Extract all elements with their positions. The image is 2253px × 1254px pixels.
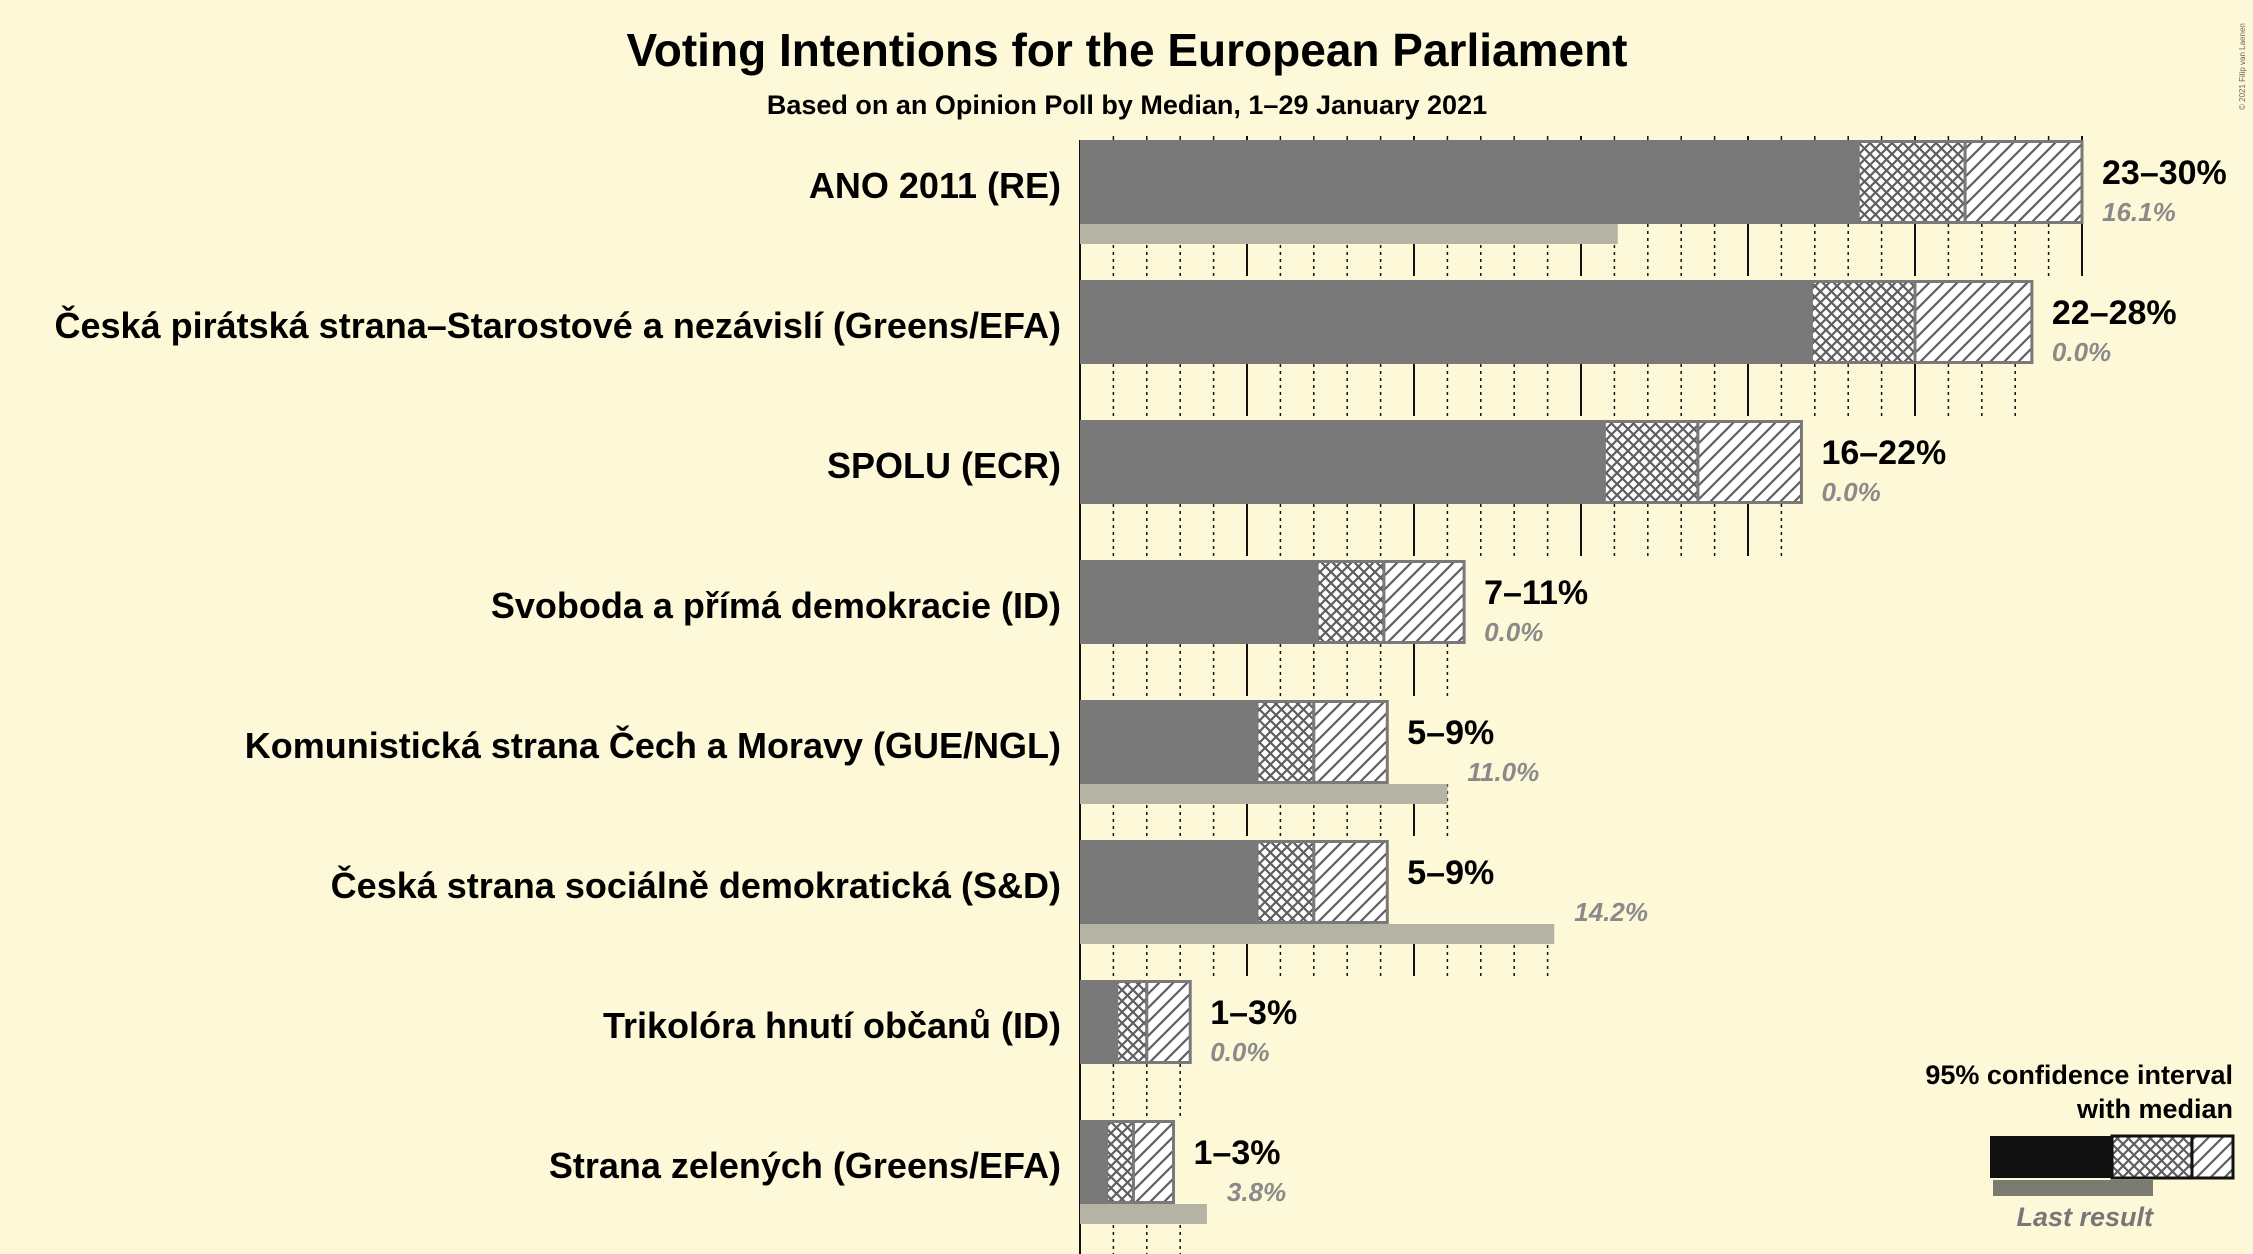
party-name: ANO 2011 (RE): [809, 165, 1061, 206]
chart-subtitle: Based on an Opinion Poll by Median, 1–29…: [767, 90, 1487, 120]
party-row: ANO 2011 (RE) 23–30% 16.1%: [809, 140, 2227, 244]
legend-bar-solid: [1990, 1136, 2112, 1178]
solid-bar: [1080, 140, 1859, 224]
solid-bar: [1080, 1120, 1107, 1204]
solid-bar: [1080, 980, 1117, 1064]
last-result-bar: [1080, 224, 1618, 244]
legend: 95% confidence interval with median Last…: [1925, 1060, 2235, 1232]
legend-last-result-bar: [1993, 1180, 2153, 1196]
ci-upper-bar: [1963, 140, 2084, 224]
last-result-label: 0.0%: [2052, 337, 2111, 367]
range-label: 16–22%: [1821, 434, 1946, 472]
party-row: Strana zelených (Greens/EFA) 1–3% 3.8%: [549, 1120, 1286, 1224]
last-result-bar: [1080, 784, 1448, 804]
legend-bar-diag: [2190, 1134, 2235, 1180]
legend-title-line1: 95% confidence interval: [1925, 1060, 2233, 1090]
ci-lower-bar: [1115, 980, 1149, 1064]
range-label: 1–3%: [1194, 1134, 1281, 1172]
party-name: SPOLU (ECR): [827, 445, 1061, 486]
ci-lower-bar: [1315, 560, 1386, 644]
party-row: Komunistická strana Čech a Moravy (GUE/N…: [245, 700, 1539, 804]
last-result-label: 11.0%: [1467, 757, 1539, 787]
solid-bar: [1080, 560, 1318, 644]
party-rows: ANO 2011 (RE) 23–30% 16.1% Česká pirátská s…: [55, 140, 2227, 1224]
ci-lower-bar: [1255, 700, 1316, 784]
last-result-label: 14.2%: [1574, 897, 1648, 927]
party-name: Komunistická strana Čech a Moravy (GUE/N…: [245, 724, 1061, 766]
ci-upper-bar: [1145, 980, 1192, 1064]
party-row: Trikolóra hnutí občanů (ID) 1–3% 0.0%: [603, 980, 1297, 1067]
party-row: Svoboda a přímá demokracie (ID) 7–11% 0.0%: [491, 560, 1588, 647]
ci-lower-bar: [1856, 140, 1967, 224]
legend-bar-cross: [2110, 1134, 2194, 1180]
range-label: 5–9%: [1407, 854, 1494, 892]
ci-upper-bar: [1382, 560, 1466, 644]
ci-lower-bar: [1602, 420, 1700, 504]
party-name: Česká strana sociálně demokratická (S&D): [331, 864, 1061, 906]
last-result-label: 0.0%: [1821, 477, 1880, 507]
party-name: Trikolóra hnutí občanů (ID): [603, 1005, 1061, 1046]
chart-title: Voting Intentions for the European Parli…: [627, 24, 1628, 76]
last-result-bar: [1080, 1204, 1207, 1224]
ci-upper-bar: [1312, 840, 1389, 924]
ci-upper-bar: [1696, 420, 1803, 504]
party-name: Strana zelených (Greens/EFA): [549, 1145, 1061, 1186]
ci-lower-bar: [1255, 840, 1316, 924]
ci-upper-bar: [1131, 1120, 1176, 1204]
range-label: 23–30%: [2102, 154, 2227, 192]
party-row: Česká strana sociálně demokratická (S&D)…: [331, 840, 1648, 944]
last-result-label: 3.8%: [1227, 1177, 1286, 1207]
party-name: Česká pirátská strana–Starostové a nezáv…: [55, 304, 1061, 346]
party-row: Česká pirátská strana–Starostové a nezáv…: [55, 280, 2177, 367]
copyright: © 2021 Filip van Laenen: [2238, 23, 2247, 110]
ci-lower-bar: [1105, 1120, 1135, 1204]
party-name: Svoboda a přímá demokracie (ID): [491, 585, 1061, 626]
ci-upper-bar: [1913, 280, 2034, 364]
solid-bar: [1080, 700, 1258, 784]
solid-bar: [1080, 420, 1605, 504]
solid-bar: [1080, 280, 1812, 364]
range-label: 1–3%: [1210, 994, 1297, 1032]
legend-last-result: Last result: [2016, 1202, 2154, 1232]
legend-title-line2: with median: [2076, 1094, 2233, 1124]
range-label: 22–28%: [2052, 294, 2177, 332]
ci-upper-bar: [1312, 700, 1389, 784]
last-result-bar: [1080, 924, 1555, 944]
last-result-label: 16.1%: [2102, 197, 2176, 227]
last-result-label: 0.0%: [1484, 617, 1543, 647]
range-label: 7–11%: [1484, 574, 1588, 612]
range-label: 5–9%: [1407, 714, 1494, 752]
solid-bar: [1080, 840, 1258, 924]
party-row: SPOLU (ECR) 16–22% 0.0%: [827, 420, 1946, 507]
ci-lower-bar: [1809, 280, 1917, 364]
last-result-label: 0.0%: [1210, 1037, 1269, 1067]
